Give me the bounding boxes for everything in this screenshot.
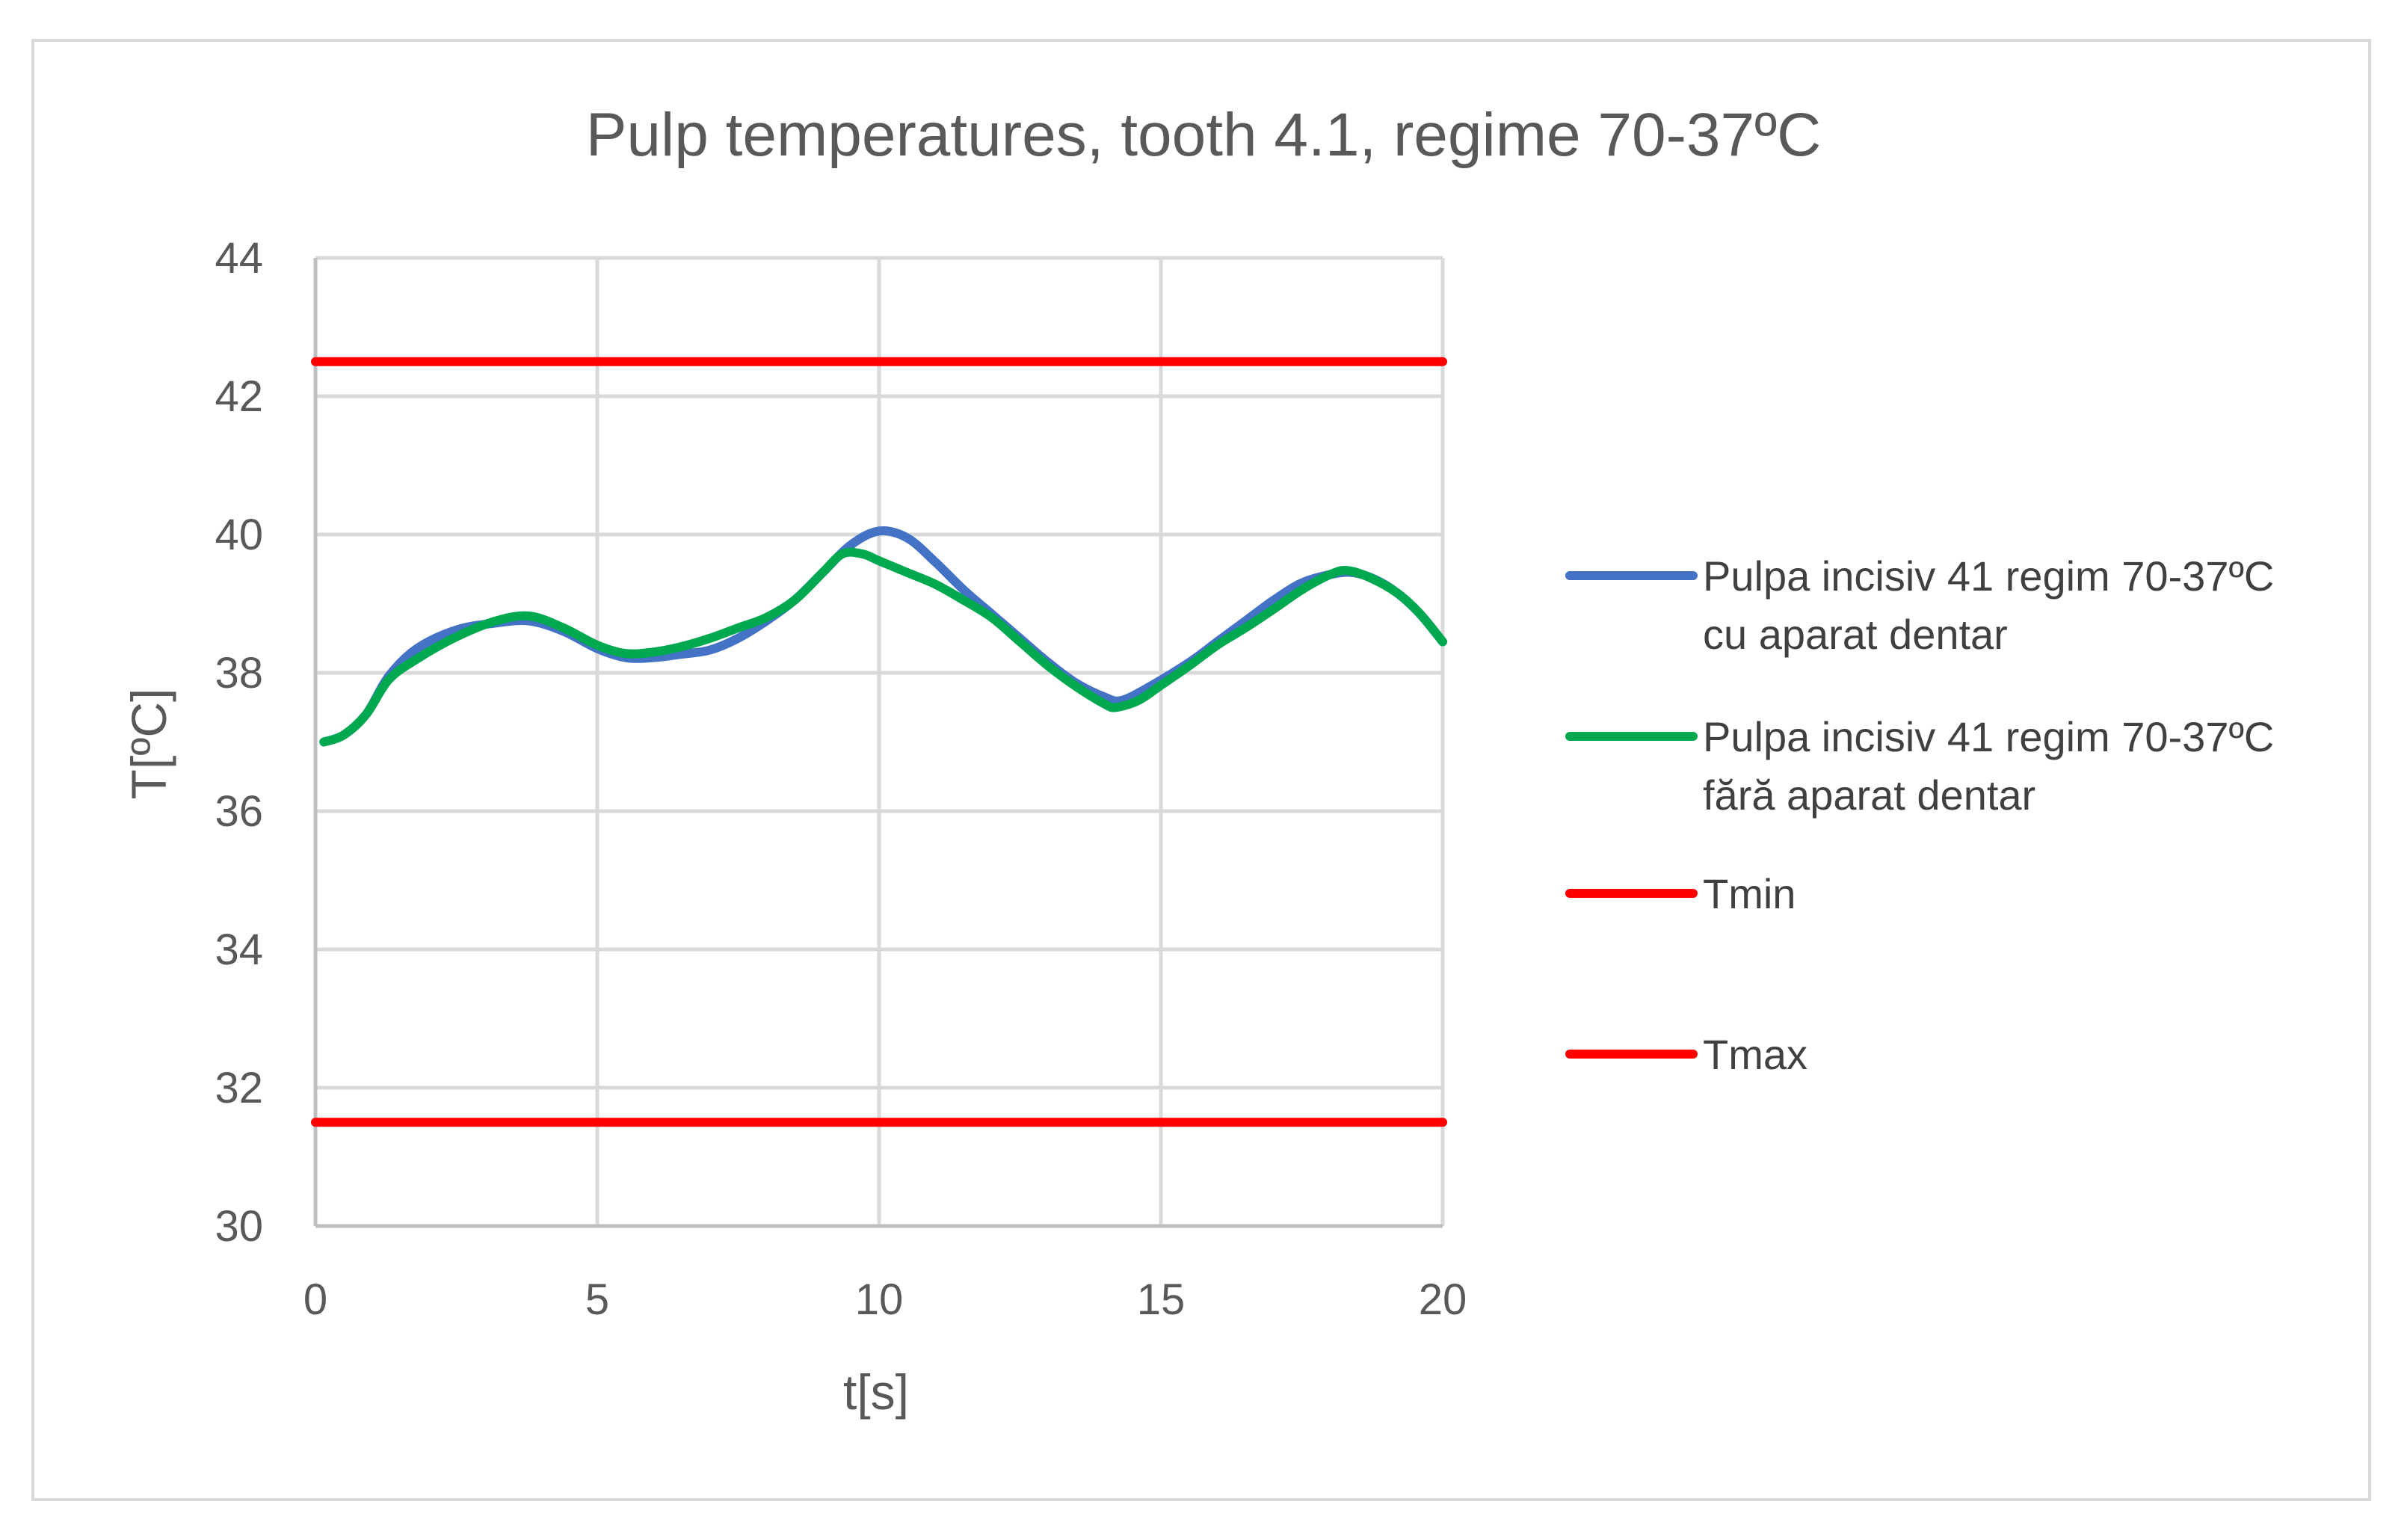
legend-label: fără aparat dentar [1703, 771, 2035, 819]
legend-item: Tmax [1565, 1031, 1807, 1078]
legend-label: Pulpa incisiv 41 regim 70-37ºC [1703, 552, 2274, 600]
x-axis-title: t[s] [843, 1364, 909, 1420]
y-tick-label: 42 [215, 372, 263, 421]
legend-item: Pulpa incisiv 41 regim 70-37ºC fără apara… [1565, 713, 2274, 819]
y-tick-label: 44 [215, 234, 263, 283]
y-tick-label: 36 [215, 787, 263, 836]
x-tick-label: 0 [303, 1275, 327, 1324]
series-line-pulpa-incisiv-41-regim-70-37-c-cu-aparat-dentar [319, 526, 1447, 747]
axes [313, 258, 1443, 1228]
x-tick-label: 5 [585, 1275, 609, 1324]
y-tick-label: 38 [215, 649, 263, 697]
y-tick-label: 30 [215, 1202, 263, 1251]
series-lines [311, 357, 1447, 1127]
chart-frame [31, 39, 2371, 1501]
x-tick-label: 20 [1419, 1275, 1467, 1324]
series-line-pulpa-incisiv-41-regim-70-37-c-f-r-aparat-dentar [319, 547, 1447, 747]
y-tick-label: 40 [215, 511, 263, 559]
legend-label: Tmin [1703, 870, 1796, 917]
tick-labels: 0 5 10 15 20 30 32 34 36 38 40 42 44 [215, 234, 1467, 1324]
legend: Pulpa incisiv 41 regim 70-37ºC cu aparat … [1565, 552, 2274, 1078]
legend-item: Pulpa incisiv 41 regim 70-37ºC cu aparat … [1565, 552, 2274, 658]
x-tick-label: 10 [855, 1275, 904, 1324]
y-axis-title: T[ºC] [121, 689, 176, 800]
x-tick-label: 15 [1137, 1275, 1186, 1324]
legend-label: Pulpa incisiv 41 regim 70-37ºC [1703, 713, 2274, 760]
y-tick-label: 34 [215, 925, 263, 974]
y-tick-label: 32 [215, 1064, 263, 1112]
chart-title: Pulp temperatures, tooth 4.1, regime 70-… [586, 101, 1822, 169]
legend-label: Tmax [1703, 1031, 1807, 1078]
gridlines [313, 256, 1445, 1228]
legend-item: Tmin [1565, 870, 1796, 917]
legend-label: cu aparat dentar [1703, 611, 2008, 658]
